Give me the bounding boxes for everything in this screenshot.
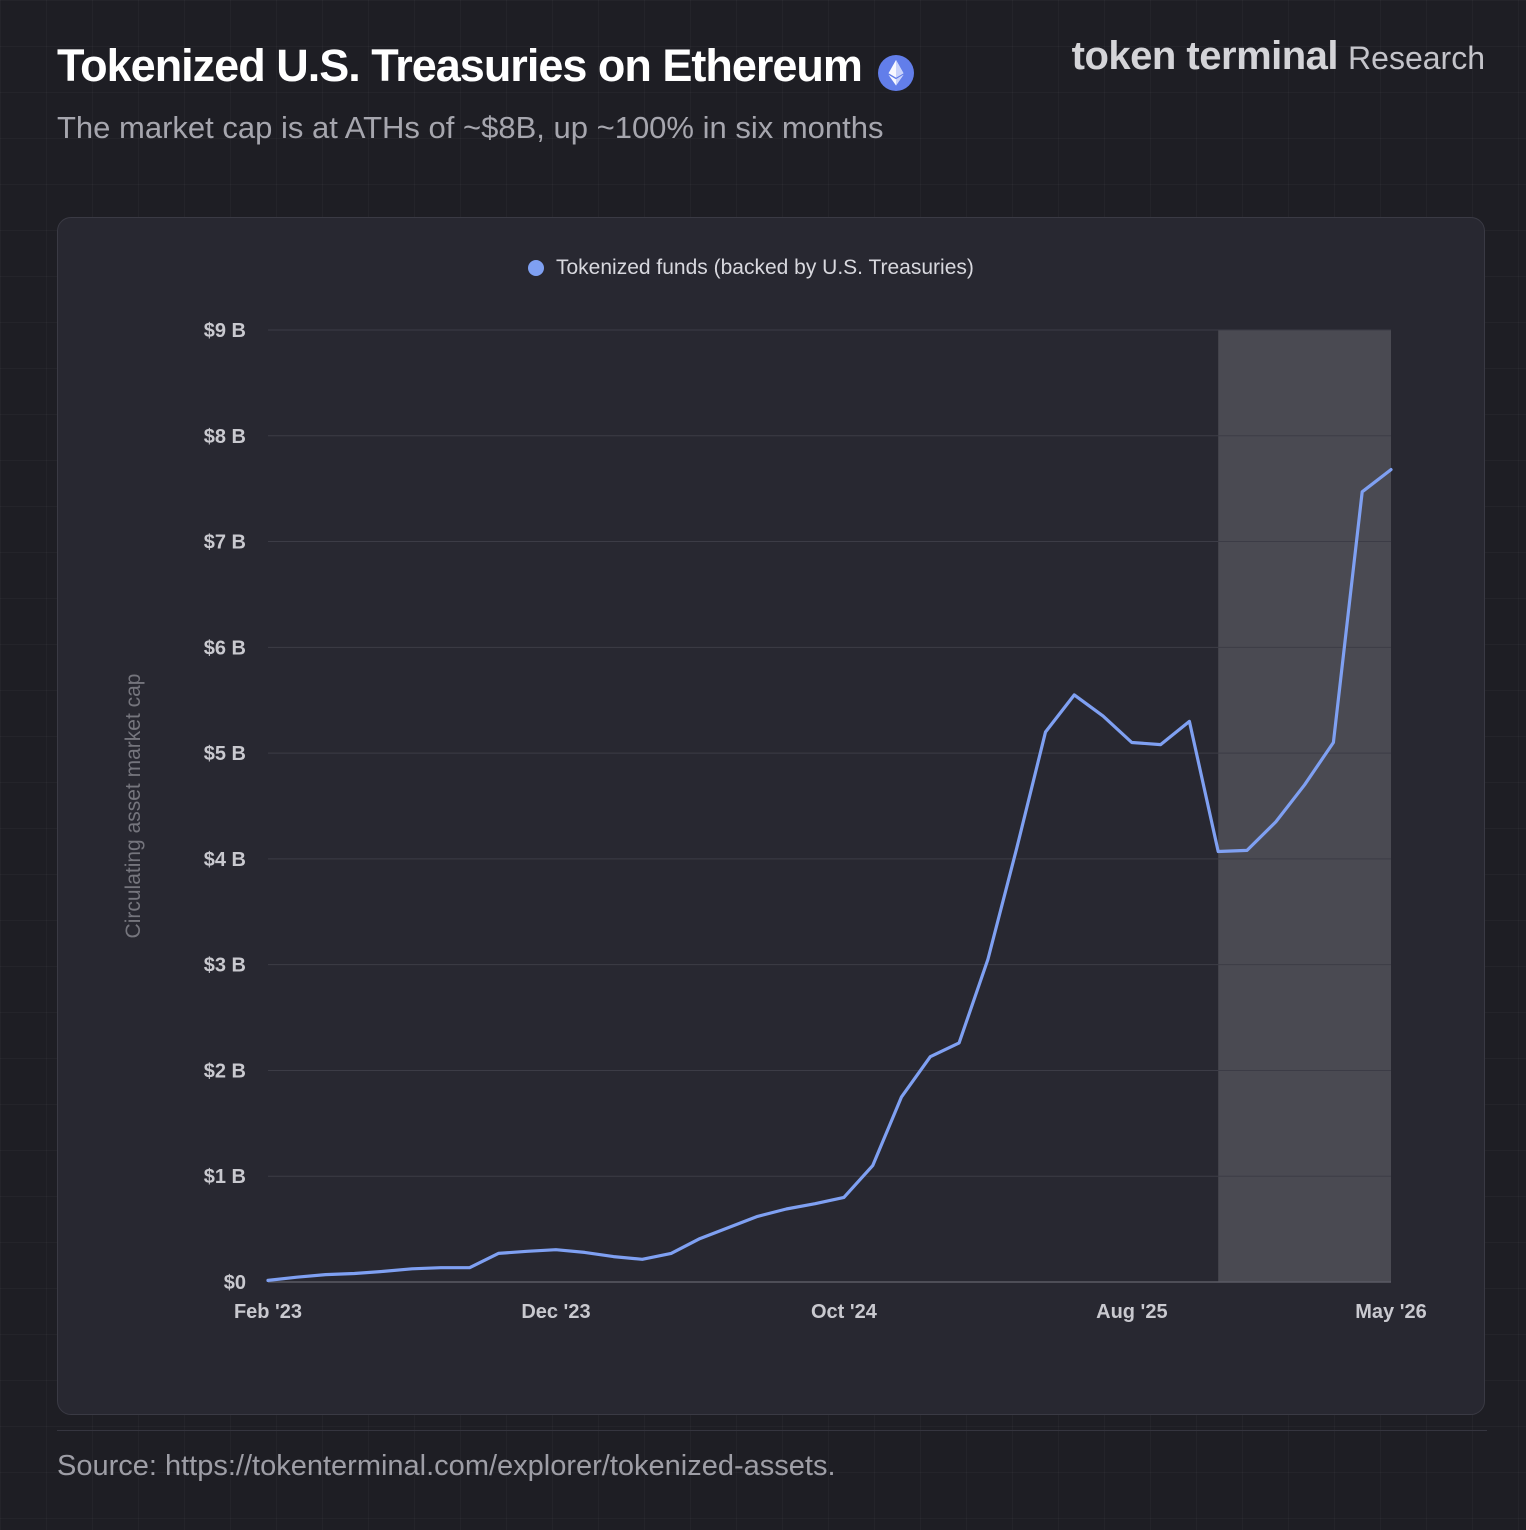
y-tick-label: $4 B [204, 849, 246, 871]
y-axis-title: Circulating asset market cap [122, 674, 145, 939]
y-tick-label: $1 B [204, 1166, 246, 1188]
chart-legend: Tokenized funds (backed by U.S. Treasuri… [528, 256, 974, 280]
y-tick-label: $3 B [204, 955, 246, 977]
y-tick-label: $2 B [204, 1060, 246, 1082]
x-tick-label: May '26 [1355, 1301, 1426, 1323]
highlight-band [1218, 330, 1391, 1282]
footer-divider [57, 1430, 1487, 1431]
y-tick-label: $6 B [204, 637, 246, 659]
x-tick-label: Dec '23 [521, 1301, 590, 1323]
series-line [266, 468, 1393, 1282]
x-tick-label: Oct '24 [811, 1301, 878, 1323]
chart-subtitle: The market cap is at ATHs of ~$8B, up ~1… [57, 110, 884, 145]
chart-title-text: Tokenized U.S. Treasuries on Ethereum [57, 40, 863, 91]
chart-card: Tokenized funds (backed by U.S. Treasuri… [57, 217, 1485, 1415]
source-note: Source: https://tokenterminal.com/explor… [57, 1450, 836, 1482]
brand-suffix: Research [1348, 40, 1485, 76]
ethereum-icon [877, 50, 914, 91]
brand-name: token terminal [1071, 34, 1339, 78]
legend-swatch [528, 260, 544, 276]
y-tick-label: $8 B [204, 426, 246, 448]
brand-logo: token terminal Research [1072, 34, 1485, 79]
y-tick-label: $5 B [204, 743, 246, 765]
chart-title: Tokenized U.S. Treasuries on Ethereum [57, 40, 914, 92]
line-chart: $0 $1 B $2 B $3 B $4 B $5 B $6 B $7 B $8 B $9 B Fe… [122, 320, 1427, 1323]
legend-label: Tokenized funds (backed by U.S. Treasuri… [556, 256, 974, 279]
y-tick-label: $0 [224, 1272, 246, 1294]
y-tick-label: $9 B [204, 320, 246, 342]
y-tick-label: $7 B [204, 532, 246, 554]
x-tick-label: Aug '25 [1096, 1301, 1167, 1323]
x-tick-label: Feb '23 [234, 1301, 302, 1323]
